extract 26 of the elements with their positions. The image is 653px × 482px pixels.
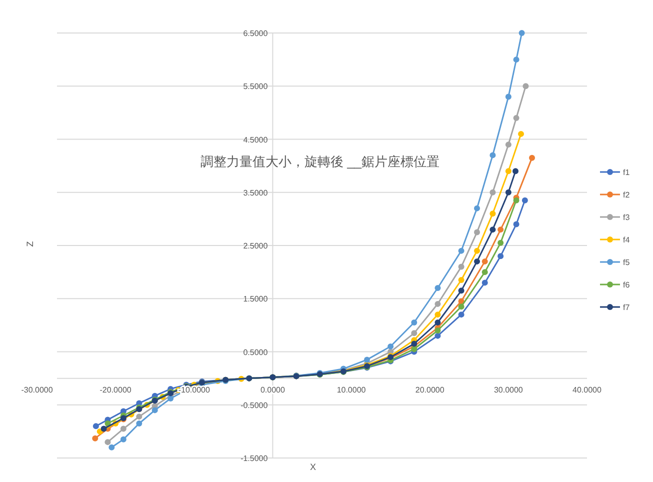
y-tick-label: 1.5000 [243,294,268,304]
x-tick-label: -30.0000 [21,385,54,394]
legend-label: f2 [623,190,630,200]
legend-label: f3 [623,213,630,222]
legend-label: f6 [623,280,630,290]
y-tick-label: 3.5000 [243,188,268,198]
y-tick-label: 0.5000 [243,348,268,357]
y-tick-label: 5.5000 [243,82,268,92]
text: 調整力量值大小，旋轉後 __鋸片座標位置 [200,154,440,169]
legend-label: f5 [623,258,630,267]
y-tick-label: 2.5000 [243,242,268,250]
y-tick-label: -0.5000 [240,400,268,410]
y-tick-label: -1.5000 [240,454,268,463]
y-tick-label: 4.5000 [243,135,268,144]
x-tick-label: 30.0000 [494,385,524,394]
y-axis-title: Z [25,240,35,247]
x-tick-label: -20.0000 [100,385,132,394]
x-tick-label: 40.0000 [572,385,602,394]
x-tick-label: 0.0000 [260,385,286,394]
y-tick-label: 6.5000 [243,29,268,38]
x-axis-title: X [310,462,316,472]
legend-label: f4 [623,236,630,244]
legend-label: f7 [623,303,630,312]
legend-label: f1 [623,168,630,177]
x-tick-label: 20.0000 [415,385,445,394]
x-tick-label: 10.0000 [336,385,366,394]
